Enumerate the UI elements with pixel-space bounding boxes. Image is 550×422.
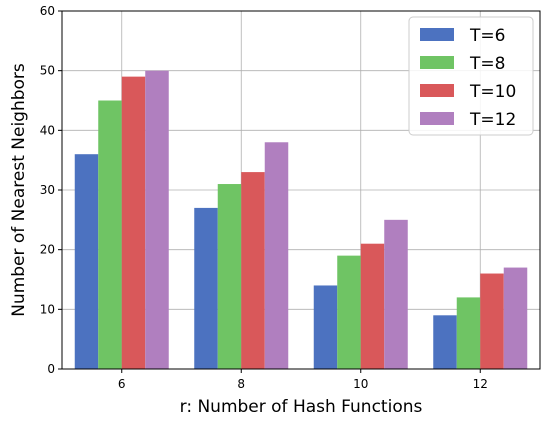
legend-swatch — [420, 28, 454, 41]
legend-swatch — [420, 56, 454, 69]
y-tick-label: 50 — [40, 64, 55, 78]
x-tick-label: 10 — [353, 377, 368, 391]
legend-swatch — [420, 84, 454, 97]
x-tick-label: 6 — [118, 377, 126, 391]
y-tick-label: 0 — [47, 362, 55, 376]
y-axis: 0 10 20 30 40 50 60 — [40, 4, 62, 376]
legend-label: T=8 — [469, 54, 505, 74]
y-tick-label: 60 — [40, 4, 55, 18]
legend-label: T=6 — [469, 26, 505, 46]
bar — [480, 273, 504, 369]
x-tick-label: 12 — [473, 377, 488, 391]
legend-label: T=10 — [469, 82, 516, 102]
bar — [433, 315, 457, 369]
x-axis: 6 8 10 12 — [118, 369, 488, 391]
bar — [121, 76, 146, 369]
legend-label: T=12 — [469, 110, 516, 130]
x-axis-title: r: Number of Hash Functions — [180, 397, 423, 417]
x-tick-label: 8 — [237, 377, 245, 391]
bar — [456, 297, 481, 369]
bar — [74, 154, 99, 369]
bar — [98, 100, 122, 369]
bar — [241, 172, 265, 369]
bar — [264, 142, 289, 369]
bar — [194, 207, 218, 369]
y-tick-label: 10 — [40, 302, 55, 316]
bar — [217, 184, 242, 369]
y-axis-title: Number of Nearest Neighbors — [9, 63, 29, 317]
bars — [74, 70, 528, 370]
legend-swatch — [420, 112, 454, 125]
legend-box — [408, 16, 534, 136]
bar — [503, 267, 528, 369]
bar — [360, 243, 385, 369]
bar — [337, 255, 361, 369]
y-tick-label: 40 — [40, 123, 55, 137]
bar — [145, 70, 169, 370]
bar — [384, 219, 408, 369]
bar — [313, 285, 338, 369]
y-tick-label: 30 — [40, 183, 55, 197]
y-tick-label: 20 — [40, 243, 55, 257]
legend: T=6 T=8 T=10 T=12 — [408, 16, 534, 136]
